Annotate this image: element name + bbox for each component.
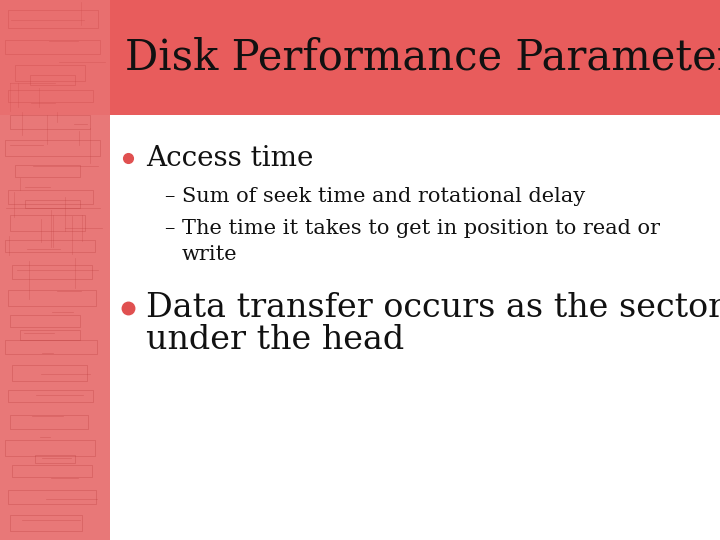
Bar xyxy=(30,75,75,85)
Bar xyxy=(8,290,96,306)
Bar xyxy=(8,10,98,28)
Bar xyxy=(12,365,87,381)
Bar xyxy=(10,415,88,429)
Bar xyxy=(35,455,75,463)
Text: – Sum of seek time and rotational delay: – Sum of seek time and rotational delay xyxy=(165,186,585,206)
Bar xyxy=(20,330,80,340)
Bar xyxy=(5,340,97,354)
Bar xyxy=(110,0,720,115)
Bar xyxy=(10,315,80,327)
Bar xyxy=(8,90,93,102)
Text: Access time: Access time xyxy=(146,145,313,172)
Bar xyxy=(8,390,93,402)
Bar xyxy=(15,165,80,177)
Bar xyxy=(5,440,95,456)
Bar xyxy=(5,240,95,252)
Bar xyxy=(10,115,90,129)
Bar xyxy=(0,0,110,540)
Text: – The time it takes to get in position to read or: – The time it takes to get in position t… xyxy=(165,219,660,238)
Bar xyxy=(12,465,92,477)
Bar xyxy=(10,515,82,531)
Bar xyxy=(5,40,100,54)
Text: Disk Performance Parameters: Disk Performance Parameters xyxy=(125,37,720,78)
Text: under the head: under the head xyxy=(146,324,404,356)
Bar xyxy=(0,0,110,115)
Text: Data transfer occurs as the sector moves: Data transfer occurs as the sector moves xyxy=(146,292,720,324)
Bar xyxy=(5,140,100,156)
Bar xyxy=(25,200,80,208)
Bar xyxy=(10,215,85,231)
Bar xyxy=(12,265,92,279)
Text: write: write xyxy=(182,246,238,265)
Bar xyxy=(15,65,85,81)
Bar xyxy=(8,490,96,504)
Bar xyxy=(8,190,93,204)
